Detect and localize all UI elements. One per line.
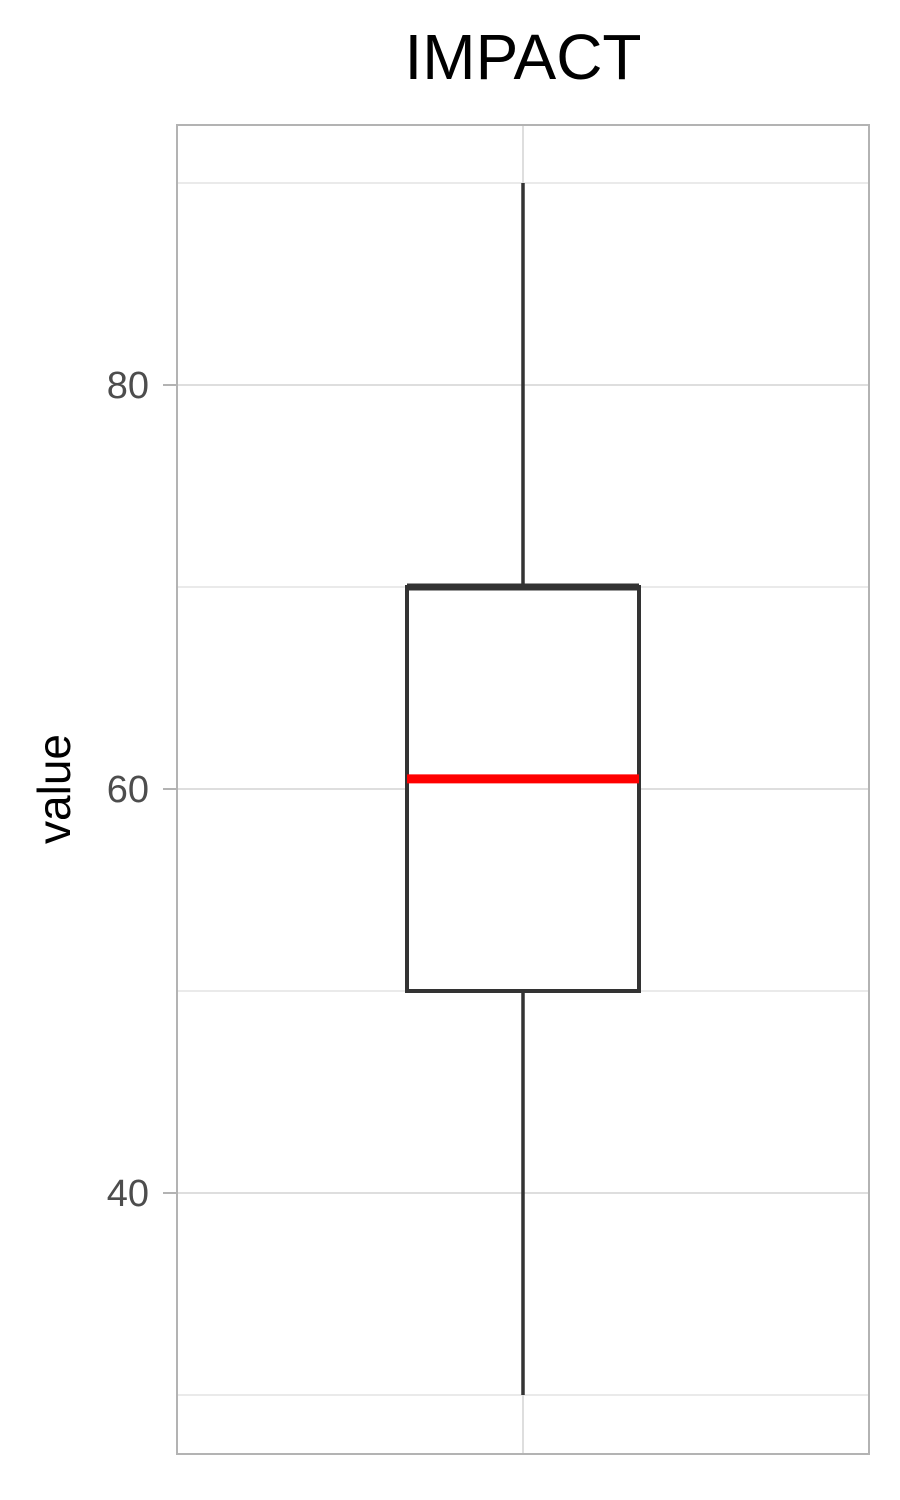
y-tick-labels: 40 60 80 xyxy=(107,365,177,1215)
box-plot xyxy=(405,183,641,1395)
panel-border xyxy=(176,124,870,1455)
y-tick-label-60: 60 xyxy=(107,769,149,811)
y-axis-title: value xyxy=(28,734,80,844)
y-tick-label-40: 40 xyxy=(107,1173,149,1215)
y-tick-label-80: 80 xyxy=(107,365,149,407)
chart-title: IMPACT xyxy=(404,21,641,93)
interquartile-box xyxy=(405,585,641,993)
